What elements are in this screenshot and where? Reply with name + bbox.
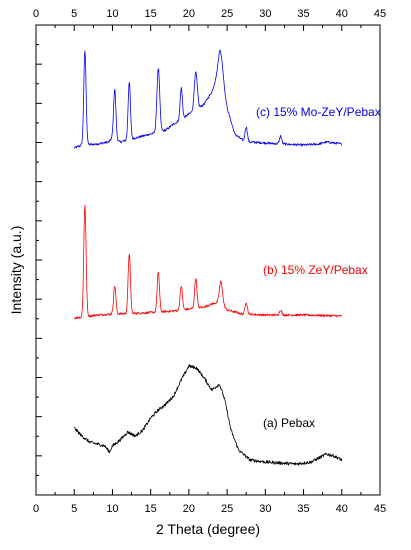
tick-marks bbox=[35, 24, 381, 496]
x-top-tick-label: 15 bbox=[145, 8, 157, 20]
series-annotations: (c) 15% Mo-ZeY/Pebax (b) 15% ZeY/Pebax (… bbox=[256, 105, 381, 430]
x-top-tick-label: 20 bbox=[183, 8, 195, 20]
x-tick-label: 35 bbox=[297, 503, 309, 515]
x-tick-label: 10 bbox=[106, 503, 118, 515]
x-tick-label: 20 bbox=[183, 503, 195, 515]
annotation-c: (c) 15% Mo-ZeY/Pebax bbox=[256, 105, 381, 119]
annotation-b: (b) 15% ZeY/Pebax bbox=[263, 263, 368, 277]
x-top-tick-label: 40 bbox=[336, 8, 348, 20]
x-tick-label: 0 bbox=[33, 503, 39, 515]
x-top-tick-label: 10 bbox=[106, 8, 118, 20]
x-top-tick-label: 35 bbox=[297, 8, 309, 20]
x-tick-label: 25 bbox=[221, 503, 233, 515]
x-top-tick-label: 0 bbox=[33, 8, 39, 20]
y-axis-label: Intensity (a.u.) bbox=[8, 226, 24, 315]
x-top-tick-label: 5 bbox=[71, 8, 77, 20]
plot-frame bbox=[35, 24, 381, 496]
x-tick-label: 30 bbox=[259, 503, 271, 515]
axes-frame bbox=[35, 24, 381, 496]
series-line-a bbox=[73, 364, 343, 466]
series-line-b bbox=[74, 204, 343, 320]
x-tick-label: 5 bbox=[71, 503, 77, 515]
annotation-a: (a) Pebax bbox=[263, 416, 315, 430]
series-line-c bbox=[73, 49, 342, 149]
x-top-tick-label: 30 bbox=[259, 8, 271, 20]
x-tick-label: 40 bbox=[336, 503, 348, 515]
series-lines bbox=[73, 49, 343, 466]
x-axis-label: 2 Theta (degree) bbox=[156, 521, 260, 537]
x-top-tick-label: 25 bbox=[221, 8, 233, 20]
tick-labels: 0 0 5 5 10 10 15 15 20 20 25 25 30 30 35 35 40 40 45 45 bbox=[33, 8, 386, 515]
x-tick-label: 15 bbox=[145, 503, 157, 515]
x-tick-label: 45 bbox=[374, 503, 386, 515]
x-top-tick-label: 45 bbox=[374, 8, 386, 20]
